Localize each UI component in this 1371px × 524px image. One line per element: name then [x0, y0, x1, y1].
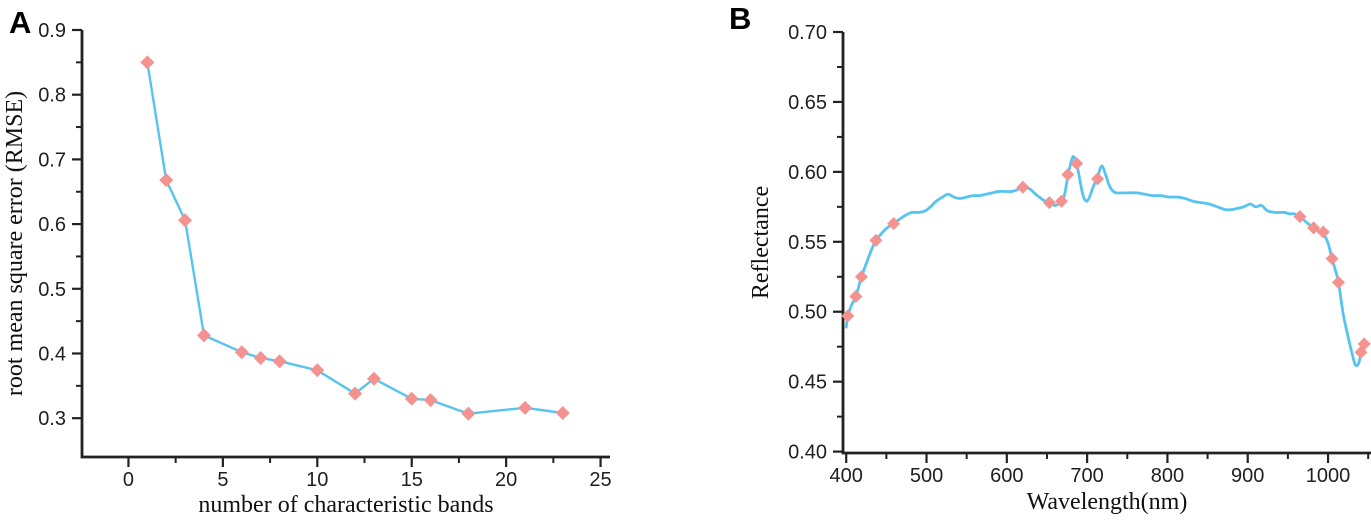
y-tick-label: 0.65 [788, 92, 827, 114]
y-tick-label: 0.6 [38, 214, 66, 236]
data-point-marker [854, 270, 868, 284]
x-tick-label: 1000 [1306, 465, 1351, 487]
y-tick-label: 0.5 [38, 279, 66, 301]
data-point-marker [1016, 180, 1030, 194]
data-point-marker [178, 213, 193, 228]
y-tick-label: 0.7 [38, 149, 66, 171]
x-tick-label: 15 [401, 469, 423, 491]
data-point-marker [272, 354, 287, 369]
chart-b-reflectance-spectrum: 400 500 600 700 800 900 1000 0.40 0.45 0.50 0.55 0.… [748, 22, 1371, 515]
data-point-marker [1070, 156, 1084, 170]
y-tick-label: 0.40 [788, 442, 827, 464]
data-point-marker [196, 328, 211, 343]
data-point-marker [849, 289, 863, 303]
y-tick-label: 0.60 [788, 162, 827, 184]
data-point-marker [887, 217, 901, 231]
x-tick-label: 400 [830, 465, 863, 487]
data-point-marker [1054, 194, 1068, 208]
y-tick-label: 0.55 [788, 232, 827, 254]
data-point-marker [404, 391, 419, 406]
chart-a-rmse-vs-bands: 0 5 10 15 20 25 0.3 0.4 0.5 0.6 0.7 0.8 0.9 number of… [2, 20, 612, 518]
y-axis-title: root mean square error (RMSE) [2, 91, 28, 396]
data-point-marker [1091, 172, 1105, 186]
data-point-marker [518, 400, 533, 415]
x-tick-label: 700 [1070, 465, 1103, 487]
y-tick-label: 0.3 [38, 408, 66, 430]
y-tick-label: 0.8 [38, 85, 66, 107]
data-point-marker [140, 55, 155, 70]
x-tick-label: 20 [495, 469, 517, 491]
y-tick-label: 0.50 [788, 302, 827, 324]
x-tick-label: 800 [1151, 465, 1184, 487]
data-point-marker [366, 371, 381, 386]
data-point-marker [555, 406, 570, 421]
data-point-marker [310, 363, 325, 378]
data-point-marker [423, 393, 438, 408]
data-point-marker [348, 386, 363, 401]
x-tick-label: 10 [306, 469, 328, 491]
x-tick-label: 25 [589, 469, 611, 491]
panel-a-label: A [9, 5, 32, 40]
x-axis-title: number of characteristic bands [198, 492, 493, 518]
data-point-marker [1307, 221, 1321, 235]
data-point-marker [159, 173, 174, 188]
data-point-marker [1316, 225, 1330, 239]
data-point-marker [1357, 337, 1371, 351]
y-axis-title: Reflectance [748, 186, 774, 299]
x-tick-label: 0 [123, 469, 134, 491]
x-axis-title: Wavelength(nm) [1027, 489, 1188, 515]
x-tick-label: 5 [217, 469, 228, 491]
data-point-marker [461, 406, 476, 421]
axis-spines [841, 32, 1371, 455]
data-point-marker [1293, 210, 1307, 224]
x-tick-label: 600 [990, 465, 1023, 487]
axis-spines [80, 30, 610, 459]
x-tick-label: 900 [1231, 465, 1264, 487]
y-tick-label: 0.70 [788, 22, 827, 44]
series-line [146, 61, 564, 415]
y-tick-label: 0.4 [38, 343, 66, 365]
data-point-marker [1325, 252, 1339, 266]
data-point-marker [1061, 168, 1075, 182]
data-point-marker [1042, 196, 1056, 210]
y-tick-label: 0.45 [788, 372, 827, 394]
data-point-marker [841, 309, 855, 323]
series-line [844, 155, 1364, 368]
data-point-marker [234, 345, 249, 360]
y-tick-label: 0.9 [38, 20, 66, 42]
data-point-marker [253, 351, 268, 366]
data-point-marker [1331, 275, 1345, 289]
panel-b-label: B [729, 1, 752, 36]
data-point-marker [869, 233, 883, 247]
x-tick-label: 500 [910, 465, 943, 487]
